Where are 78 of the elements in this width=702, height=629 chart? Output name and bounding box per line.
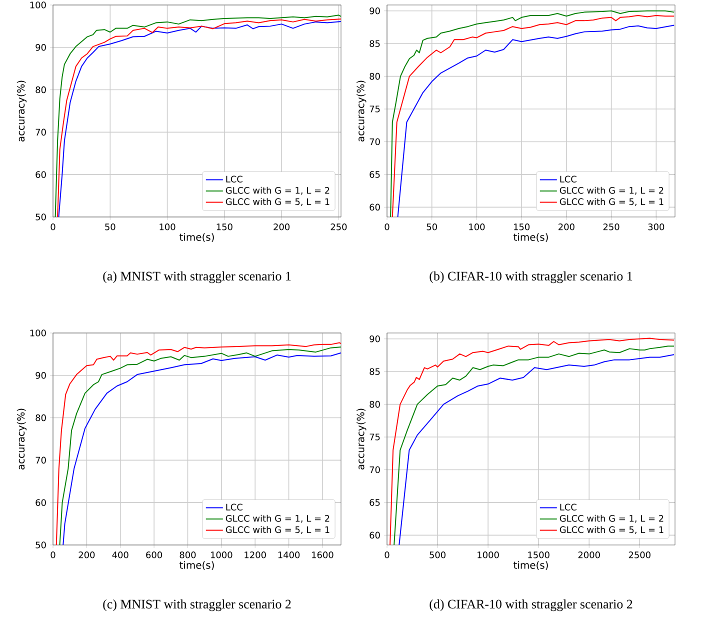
- y-tick-label: 50: [36, 214, 46, 220]
- legend-label: GLCC with G = 1, L = 2: [560, 514, 664, 523]
- x-tick-label: 800: [180, 552, 196, 558]
- y-tick-label: 75: [370, 434, 380, 440]
- y-axis-title: accuracy(%): [16, 80, 27, 142]
- x-tick-label: 1600: [312, 552, 334, 558]
- x-tick-label: 0: [50, 224, 56, 230]
- x-axis-title: time(s): [180, 233, 214, 242]
- y-tick-label: 90: [36, 372, 46, 379]
- x-tick-label: 250: [330, 224, 347, 230]
- x-tick-label: 100: [160, 224, 176, 230]
- x-tick-label: 1200: [244, 552, 266, 558]
- x-axis-title: time(s): [180, 561, 214, 570]
- y-tick-label: 60: [36, 499, 46, 506]
- legend-label: LCC: [226, 176, 242, 182]
- legend-label: GLCC with G = 1, L = 2: [560, 186, 664, 195]
- y-tick-label: 90: [36, 44, 46, 51]
- y-tick-label: 100: [30, 2, 46, 8]
- legend-label: GLCC with G = 5, L = 1: [226, 198, 330, 206]
- x-tick-label: 200: [78, 552, 95, 558]
- legend-label: LCC: [226, 504, 242, 510]
- y-tick-label: 85: [370, 40, 380, 47]
- text: (d) CIFAR-10 with straggler scenario 2: [430, 599, 632, 612]
- x-tick-label: 400: [112, 552, 128, 558]
- y-tick-label: 75: [370, 106, 380, 112]
- y-tick-label: 70: [36, 456, 46, 464]
- y-tick-label: 80: [36, 414, 46, 422]
- y-tick-label: 85: [370, 368, 380, 375]
- y-tick-label: 80: [370, 400, 380, 408]
- y-tick-label: 65: [370, 499, 380, 506]
- legend-label: GLCC with G = 5, L = 1: [226, 526, 330, 534]
- y-tick-label: 100: [30, 330, 46, 336]
- x-axis-title: time(s): [514, 561, 548, 570]
- x-tick-label: 50: [426, 224, 437, 230]
- legend-label: LCC: [560, 504, 576, 510]
- legend-label: GLCC with G = 5, L = 1: [560, 198, 664, 206]
- x-tick-label: 200: [274, 224, 290, 230]
- y-tick-label: 60: [370, 204, 380, 211]
- legend-label: GLCC with G = 1, L = 2: [226, 514, 330, 523]
- y-tick-label: 90: [370, 7, 380, 14]
- legend-label: GLCC with G = 5, L = 1: [560, 526, 664, 534]
- x-tick-label: 300: [648, 224, 664, 230]
- y-axis-title: accuracy(%): [356, 80, 366, 142]
- x-tick-label: 1500: [528, 552, 550, 558]
- text: (b) CIFAR-10 with straggler scenario 1: [430, 271, 632, 284]
- y-tick-label: 70: [36, 128, 46, 136]
- y-tick-label: 80: [36, 86, 46, 94]
- x-tick-label: 1000: [211, 552, 232, 558]
- x-tick-label: 250: [603, 224, 620, 230]
- y-tick-label: 70: [370, 466, 380, 474]
- text: (a) MNIST with straggler scenario 1: [103, 271, 291, 284]
- y-axis-title: accuracy(%): [16, 408, 27, 470]
- y-tick-label: 50: [36, 542, 46, 548]
- x-tick-label: 500: [430, 552, 446, 558]
- x-tick-label: 600: [146, 552, 162, 558]
- x-tick-label: 1000: [478, 552, 499, 558]
- y-tick-label: 70: [370, 138, 380, 146]
- legend-label: GLCC with G = 1, L = 2: [226, 186, 330, 195]
- x-tick-label: 0: [384, 552, 390, 558]
- y-tick-label: 60: [36, 171, 46, 178]
- x-axis-title: time(s): [514, 233, 548, 242]
- y-tick-label: 65: [370, 171, 380, 178]
- x-tick-label: 50: [105, 224, 116, 230]
- x-tick-label: 0: [50, 552, 56, 558]
- x-tick-label: 150: [514, 224, 530, 230]
- y-tick-label: 60: [370, 532, 380, 539]
- y-axis-title: accuracy(%): [356, 408, 366, 470]
- y-tick-label: 80: [370, 72, 380, 80]
- x-tick-label: 1400: [278, 552, 300, 558]
- x-tick-label: 200: [558, 224, 574, 230]
- x-tick-label: 2000: [578, 552, 600, 558]
- x-tick-label: 100: [469, 224, 485, 230]
- text: (c) MNIST with straggler scenario 2: [103, 599, 291, 612]
- x-tick-label: 0: [384, 224, 390, 230]
- x-tick-label: 2500: [628, 552, 650, 558]
- y-tick-label: 90: [370, 335, 380, 342]
- legend-label: LCC: [560, 176, 576, 182]
- x-tick-label: 150: [216, 224, 232, 230]
